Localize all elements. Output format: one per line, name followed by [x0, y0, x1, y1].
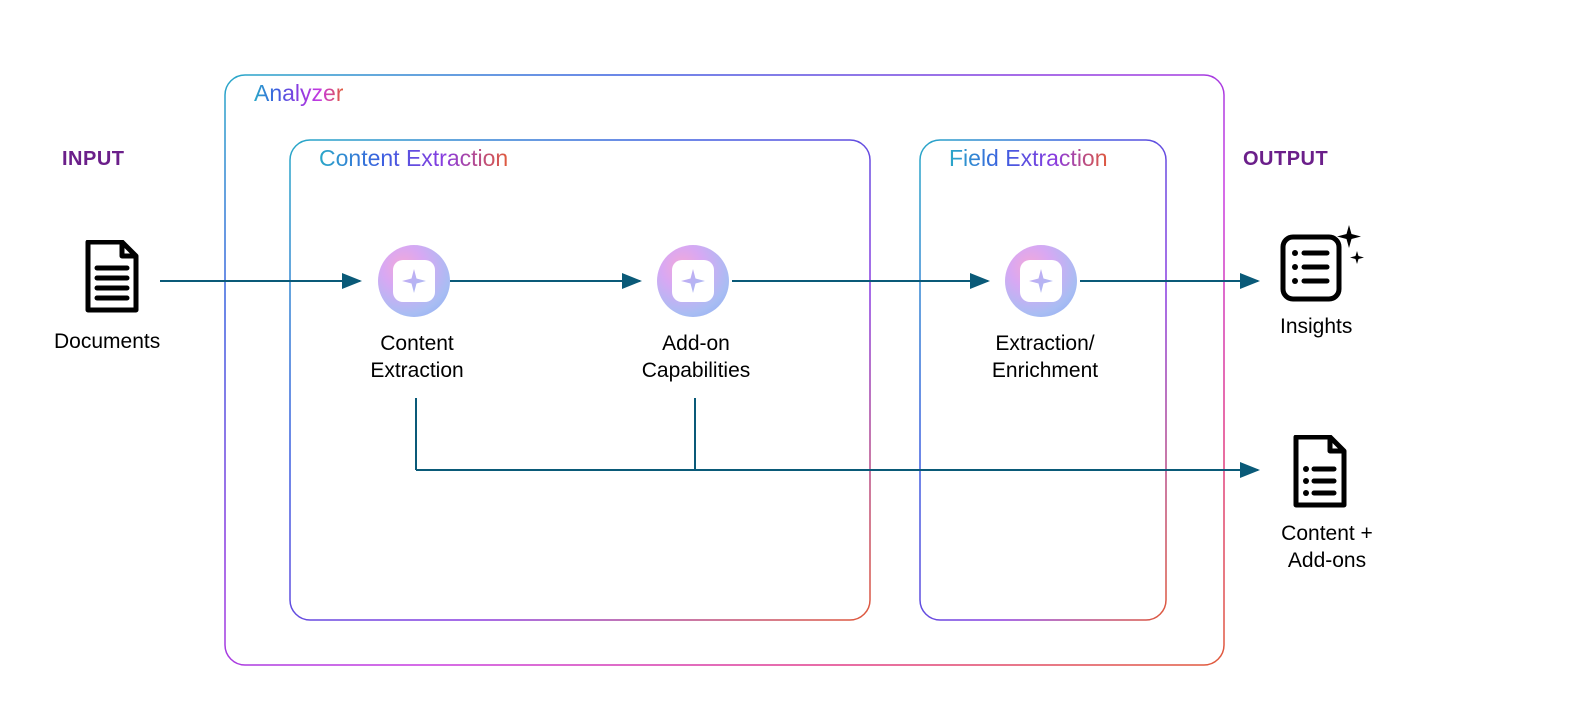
field-extraction-title: Field Extraction [943, 143, 1114, 174]
addon-capabilities-label: Add-on Capabilities [636, 330, 756, 385]
documents-label: Documents [54, 330, 160, 354]
content-extraction-title: Content Extraction [313, 143, 514, 174]
content-addons-label: Content + Add-ons [1272, 520, 1382, 575]
sparkle-icon [400, 267, 428, 295]
content-extraction-node-label: Content Extraction [362, 330, 472, 385]
content-addons-icon [1290, 435, 1350, 509]
input-label: INPUT [62, 148, 125, 171]
insights-label: Insights [1280, 315, 1352, 339]
sparkle-icon [1027, 267, 1055, 295]
sparkle-icon [679, 267, 707, 295]
analyzer-title: Analyzer [248, 78, 349, 109]
insights-icon [1279, 225, 1365, 305]
diagram-svg [0, 0, 1590, 703]
extraction-enrichment-badge [1005, 245, 1077, 317]
output-label: OUTPUT [1243, 148, 1328, 171]
extraction-enrichment-label: Extraction/ Enrichment [985, 330, 1105, 385]
content-extraction-badge [378, 245, 450, 317]
addon-capabilities-badge [657, 245, 729, 317]
document-icon [82, 240, 142, 314]
